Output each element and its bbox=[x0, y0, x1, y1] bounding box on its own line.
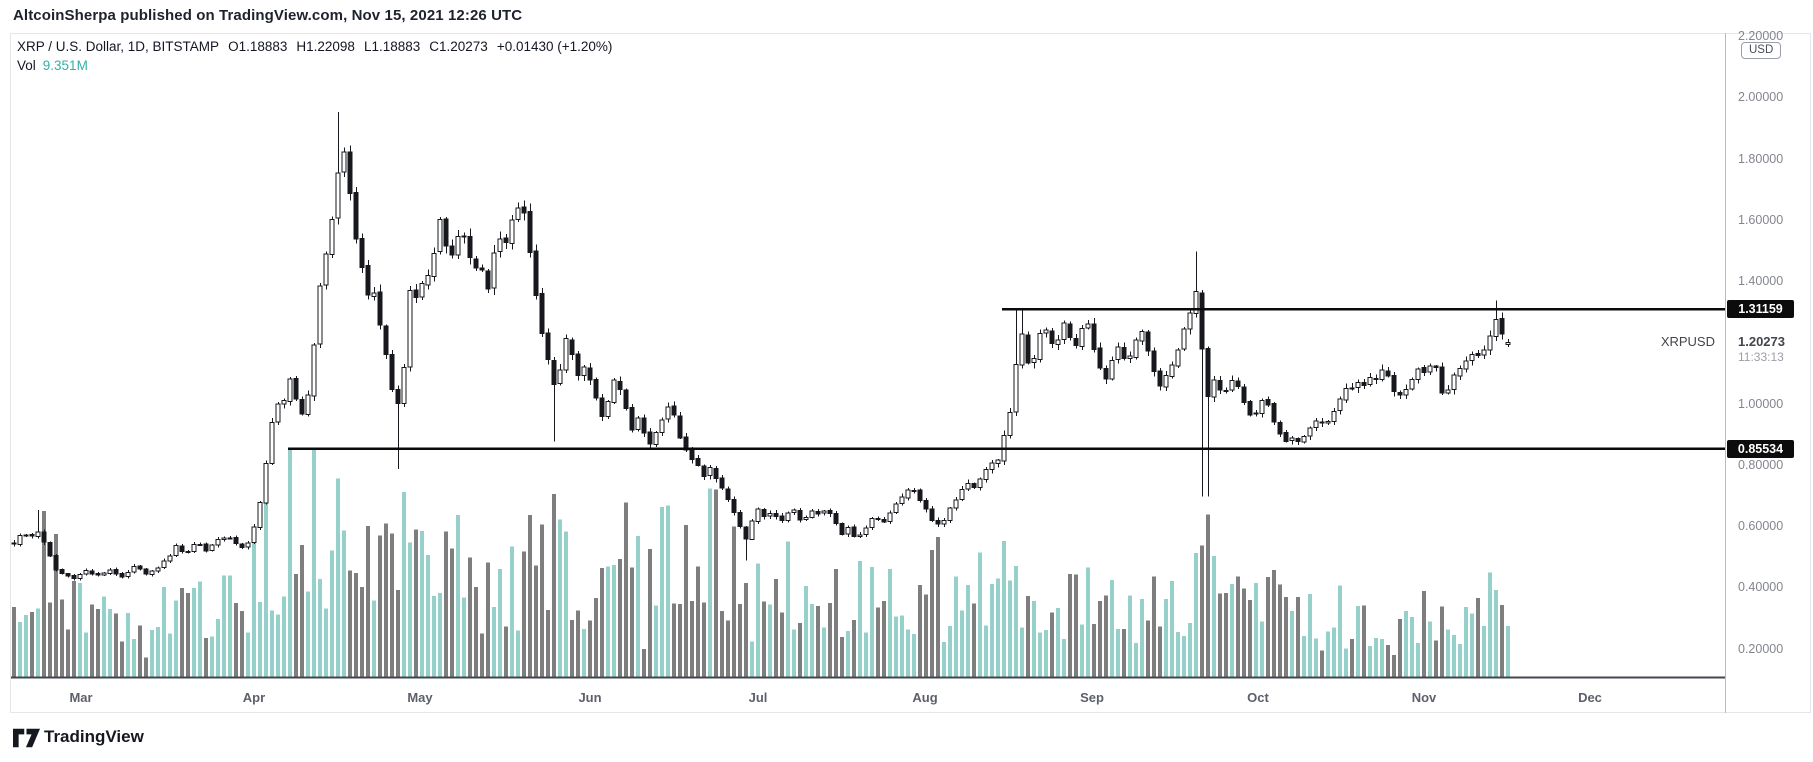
price-tick-label: 0.20000 bbox=[1738, 641, 1784, 656]
ohlc-change: +0.01430 (+1.20%) bbox=[496, 39, 613, 54]
candles bbox=[11, 112, 1511, 581]
ohlc-close: C1.20273 bbox=[429, 39, 488, 54]
volume-label: Vol bbox=[17, 58, 36, 73]
price-tick-label: 1.40000 bbox=[1738, 274, 1784, 288]
volume-bars bbox=[12, 449, 1510, 677]
price-tick-label: 2.20000 bbox=[1738, 29, 1784, 43]
price-tick-label: 0.40000 bbox=[1738, 580, 1784, 595]
volume-row: Vol 9.351M bbox=[17, 58, 88, 73]
month-label-may: May bbox=[407, 690, 433, 705]
ohlc-low: L1.18883 bbox=[363, 39, 421, 54]
month-label-dec: Dec bbox=[1578, 690, 1602, 705]
month-label-oct: Oct bbox=[1247, 690, 1269, 705]
month-label-sep: Sep bbox=[1080, 690, 1104, 705]
price-level-badge: 0.85534 bbox=[1727, 439, 1794, 458]
last-price-value: 1.20273 bbox=[1738, 334, 1785, 349]
price-tick-label: 1.80000 bbox=[1738, 151, 1784, 166]
ohlc-open: O1.18883 bbox=[228, 39, 288, 54]
price-level-badge: 1.31159 bbox=[1727, 300, 1794, 319]
month-label-apr: Apr bbox=[242, 690, 266, 705]
attribution-text: AltcoinSherpa published on TradingView.c… bbox=[13, 7, 523, 24]
price-tick-label: 0.60000 bbox=[1738, 519, 1784, 533]
bar-close-countdown: 11:33:13 bbox=[1738, 350, 1784, 364]
chart-card bbox=[10, 33, 1811, 713]
month-label-jul: Jul bbox=[748, 690, 768, 705]
tradingview-brand-text[interactable]: TradingView bbox=[44, 727, 144, 746]
symbol-title: XRP / U.S. Dollar, 1D, BITSTAMP bbox=[17, 39, 220, 54]
price-tick-label: 1.60000 bbox=[1738, 212, 1784, 227]
currency-unit-badge[interactable]: USD bbox=[1741, 42, 1782, 59]
tradingview-logo-icon[interactable] bbox=[13, 728, 40, 748]
axis-lines bbox=[11, 33, 1726, 713]
month-label-mar: Mar bbox=[69, 690, 93, 705]
month-label-jun: Jun bbox=[578, 690, 602, 705]
horizontal-level-lines bbox=[288, 307, 1725, 450]
ohlc-high: H1.22098 bbox=[296, 39, 355, 54]
last-price-symbol: XRPUSD bbox=[1660, 334, 1715, 349]
price-tick-label: 1.00000 bbox=[1738, 396, 1784, 411]
month-label-nov: Nov bbox=[1411, 690, 1437, 705]
volume-value: 9.351M bbox=[42, 58, 88, 73]
price-tick-label: 0.80000 bbox=[1738, 457, 1784, 472]
month-label-aug: Aug bbox=[912, 690, 938, 705]
price-tick-label: 2.00000 bbox=[1738, 90, 1784, 105]
symbol-ohlc-row[interactable]: XRP / U.S. Dollar, 1D, BITSTAMP O1.18883 H… bbox=[17, 39, 621, 54]
